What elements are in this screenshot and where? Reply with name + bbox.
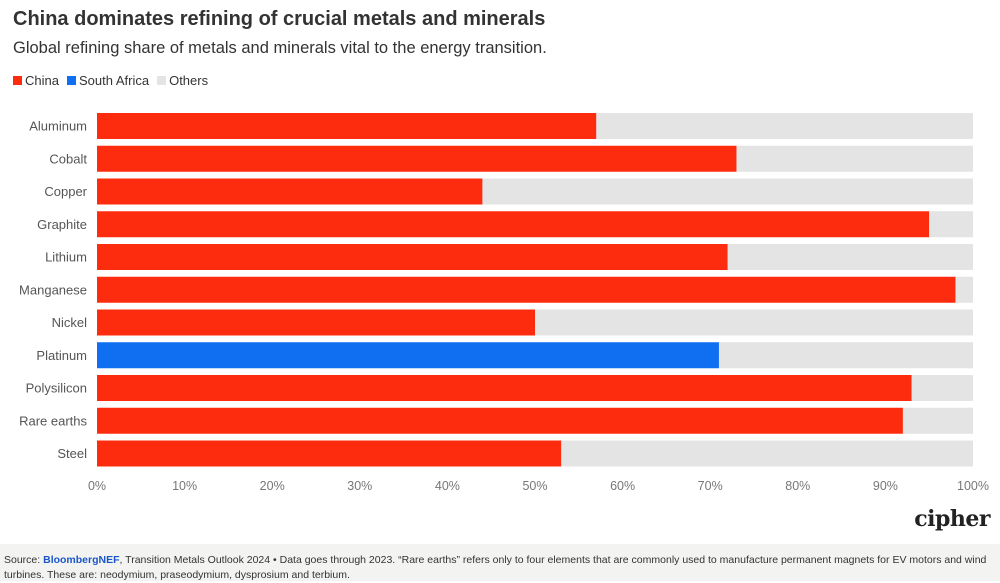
- bar-copper-china: [97, 178, 483, 205]
- category-label-polysilicon: Polysilicon: [26, 381, 87, 396]
- source-note: , Transition Metals Outlook 2024 • Data …: [4, 554, 987, 581]
- category-label-lithium: Lithium: [45, 250, 87, 265]
- legend-item-others: Others: [157, 73, 208, 88]
- bar-rare-earths-china: [97, 407, 903, 434]
- cipher-logo: cipher: [914, 506, 990, 532]
- category-label-manganese: Manganese: [19, 282, 87, 297]
- x-tick-label-2: 20%: [260, 479, 285, 493]
- x-tick-label-8: 80%: [785, 479, 810, 493]
- bar-platinum-south-africa: [97, 342, 719, 369]
- chart-title: China dominates refining of crucial meta…: [13, 8, 546, 30]
- bar-graphite-others: [929, 211, 973, 238]
- legend-label-china: China: [25, 73, 59, 88]
- bar-cobalt-china: [97, 145, 737, 172]
- legend-swatch-others: [157, 76, 167, 85]
- bar-rare-earths-others: [902, 407, 973, 434]
- bar-steel-china: [97, 440, 562, 467]
- x-tick-label-5: 50%: [522, 479, 547, 493]
- bar-cobalt-others: [736, 145, 973, 172]
- category-label-nickel: Nickel: [52, 315, 88, 330]
- category-label-rare-earths: Rare earths: [19, 413, 87, 428]
- bar-chart: Aluminum Cobalt Copper Graphite Lithium Manga…: [19, 113, 989, 493]
- x-tick-label-0: 0%: [88, 479, 106, 493]
- source-prefix: Source:: [4, 554, 44, 566]
- legend: China South Africa Others: [13, 73, 208, 88]
- legend-label-south-africa: South Africa: [78, 73, 150, 88]
- source-footer: Source: BloombergNEF, Transition Metals …: [0, 544, 1000, 581]
- bar-manganese-china: [97, 276, 956, 303]
- legend-item-south-africa: South Africa: [66, 73, 150, 88]
- bar-lithium-others: [727, 244, 973, 270]
- legend-label-others: Others: [169, 73, 209, 88]
- x-tick-label-3: 30%: [347, 479, 372, 493]
- category-label-platinum: Platinum: [36, 348, 87, 363]
- x-tick-label-1: 10%: [172, 479, 197, 493]
- category-label-cobalt: Cobalt: [49, 151, 87, 166]
- bar-aluminum-others: [596, 113, 973, 139]
- x-tick-label-7: 70%: [698, 479, 723, 493]
- bar-polysilicon-china: [97, 375, 912, 401]
- bar-steel-others: [561, 440, 973, 467]
- category-label-aluminum: Aluminum: [29, 119, 87, 134]
- bar-graphite-china: [97, 211, 930, 238]
- x-tick-label-10: 100%: [957, 479, 989, 493]
- bar-nickel-china: [97, 309, 535, 336]
- category-label-copper: Copper: [44, 184, 87, 199]
- bar-polysilicon-others: [911, 375, 973, 401]
- chart-subtitle: Global refining share of metals and mine…: [13, 39, 547, 57]
- bar-aluminum-china: [97, 113, 597, 139]
- x-tick-label-4: 40%: [435, 479, 460, 493]
- legend-swatch-china: [13, 76, 22, 85]
- category-label-graphite: Graphite: [37, 217, 87, 232]
- bar-manganese-others: [955, 276, 973, 303]
- legend-item-china: China: [13, 73, 59, 88]
- bar-lithium-china: [97, 244, 728, 270]
- bar-nickel-others: [535, 309, 973, 336]
- legend-swatch-south-africa: [66, 76, 76, 85]
- source-link[interactable]: BloombergNEF: [43, 554, 120, 566]
- category-label-steel: Steel: [57, 446, 87, 461]
- x-tick-label-9: 90%: [873, 479, 898, 493]
- bar-platinum-others: [718, 342, 973, 369]
- x-tick-label-6: 60%: [610, 479, 635, 493]
- bar-copper-others: [482, 178, 973, 205]
